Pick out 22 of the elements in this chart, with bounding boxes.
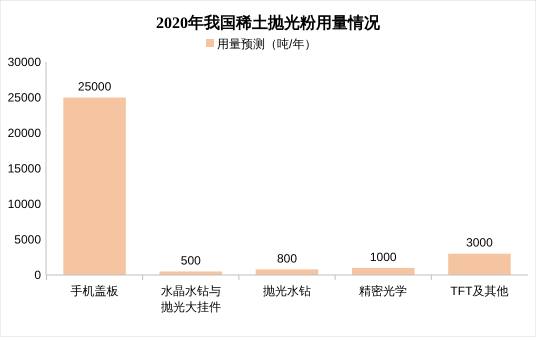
y-tick-label: 25000 [8,90,42,104]
x-tick-label: 精密光学 [359,284,408,298]
y-tick-label: 0 [34,268,42,282]
x-tick-label: 抛光水钻 [263,284,311,298]
chart-title: 2020年我国稀土抛光粉用量情况 [156,14,381,32]
y-tick-label: 10000 [8,197,42,211]
data-label: 1000 [370,250,397,264]
y-tick-label: 30000 [8,55,42,69]
bar [63,98,126,275]
bar [352,268,414,275]
x-tick-label: 手机盖板 [70,284,119,298]
x-tick-label: TFT及其他 [450,284,508,298]
legend-label: 用量预测（吨/年） [217,37,316,51]
y-tick-label: 15000 [8,162,42,176]
data-label: 25000 [78,80,112,94]
y-tick-label: 5000 [14,232,42,246]
data-label: 500 [180,253,202,268]
x-tick-label: 水晶水钻与抛光大挂件 [160,284,221,314]
data-label: 800 [276,251,298,266]
y-tick-label: 20000 [8,126,42,140]
bar [448,254,511,275]
data-label: 3000 [466,236,494,250]
